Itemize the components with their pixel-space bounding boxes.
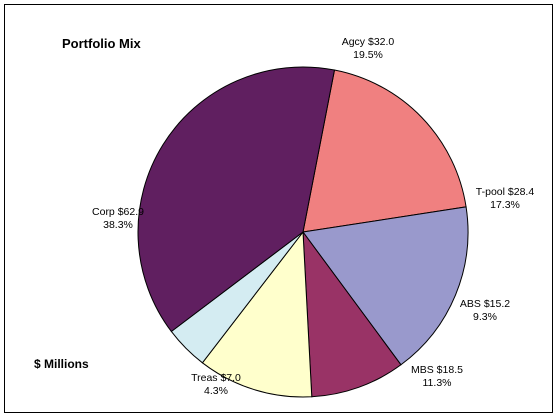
pie-slice-abs (302, 230, 402, 398)
slice-label-corp: Corp $62.9 (92, 206, 144, 218)
slice-percent-corp: 38.3% (103, 219, 133, 231)
slice-label-t-pool: T-pool $28.4 (476, 186, 535, 198)
slice-percent-abs: 9.3% (473, 311, 497, 323)
pie-slice-t-pool (302, 206, 469, 366)
slice-percent-agcy: 19.5% (353, 49, 383, 61)
pie-slice-mbs (201, 230, 313, 398)
slice-label-abs: ABS $15.2 (460, 298, 510, 310)
slice-percent-mbs: 11.3% (423, 377, 452, 389)
slice-percent-t-pool: 17.3% (490, 199, 520, 211)
slice-percent-treas: 4.3% (204, 385, 228, 397)
slice-label-mbs: MBS $18.5 (411, 364, 463, 376)
units-label: $ Millions (34, 357, 89, 371)
pie-slice-agcy (302, 69, 467, 233)
pie-slice-corp (137, 66, 336, 333)
slice-label-agcy: Agcy $32.0 (342, 36, 395, 48)
chart-title: Portfolio Mix (62, 36, 141, 51)
slice-label-treas: Treas $7.0 (191, 372, 241, 384)
